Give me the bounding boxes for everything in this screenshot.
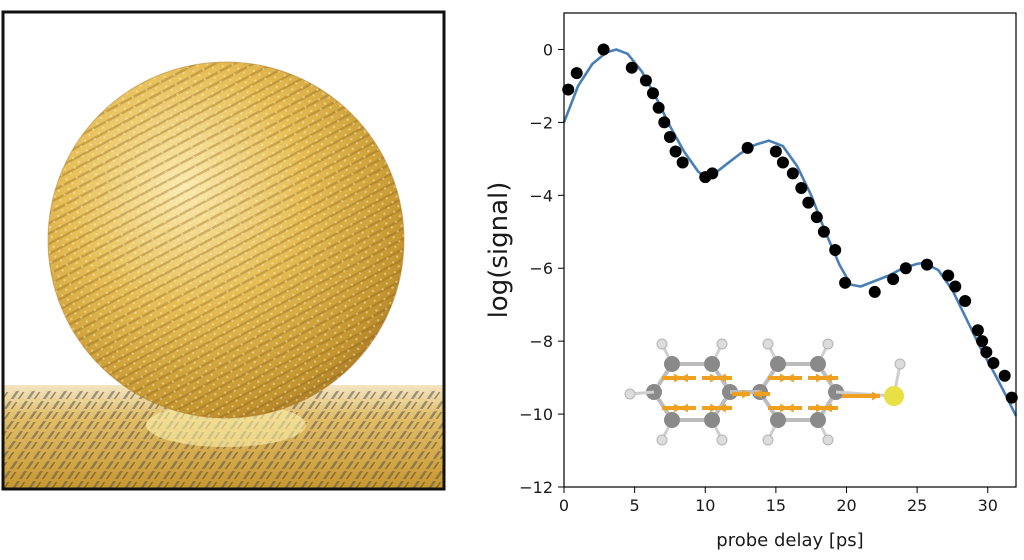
data-point [570,67,583,80]
charge-arrow-head [786,373,794,383]
charge-arrow-head [718,403,726,413]
data-point [652,101,665,114]
data-point [942,269,955,282]
data-point [625,61,638,74]
charge-arrow-head [718,373,726,383]
data-point [987,357,1000,370]
data-point [658,116,671,129]
plot-frame [563,12,1017,488]
hydrogen-atom [656,338,668,350]
carbon-atom [770,412,786,428]
y-tick-label: 0 [543,40,553,59]
data-point [829,244,842,256]
charge-arrow-head [754,389,762,399]
data-point [706,167,719,180]
charge-arrow-head [780,373,788,383]
y-axis-title: log(signal) [484,182,514,319]
data-point [899,262,912,275]
data-point [663,130,676,143]
data-point [1005,391,1018,404]
x-tick-label: 20 [836,496,856,515]
carbon-atom [810,356,826,372]
data-point [887,273,900,286]
signal-decay-chart: 0 5 10 15 20 25 30 0 −2 −4 −6 −8 −10 −12 probe delay … [484,12,1018,551]
x-tick-label: 25 [907,496,927,515]
charge-arrow-head [816,373,824,383]
charge-arrow-head [710,373,718,383]
charge-arrow-head [824,373,832,383]
fit-curve [562,48,1018,417]
hydrogen-atom [716,338,728,350]
hydrogen-atom [762,338,774,350]
x-tick-label: 30 [978,496,998,515]
data-point [839,276,852,289]
hydrogen-atom [656,434,668,446]
carbon-atom [664,412,680,428]
charge-arrow-head [824,403,832,413]
charge-arrow-head [674,403,682,413]
data-point [795,182,808,195]
charge-arrow-head [816,403,824,413]
data-point [817,225,830,238]
hydrogen-atom [894,358,906,370]
hydrogen-atom [762,434,774,446]
data-point [921,258,934,271]
x-tick-label: 15 [766,496,786,515]
charge-arrow-head [680,373,688,383]
data-point [971,324,984,337]
x-tick-label: 5 [630,496,640,515]
charge-arrow-head [742,389,750,399]
hydrogen-atom [822,338,834,350]
data-point [949,280,962,293]
hydrogen-atom [822,434,834,446]
data-point [802,196,815,209]
data-point [741,141,754,154]
data-point [639,74,652,87]
carbon-atom [770,356,786,372]
data-point [597,43,610,56]
data-point [769,145,782,158]
data-point [676,156,689,169]
data-point [980,346,993,359]
data-point [810,211,823,224]
data-point [646,87,659,100]
x-tick-label: 10 [695,496,715,515]
y-tick-label: −12 [519,478,553,497]
molecule-inset [615,318,906,466]
nanoparticle-illustration [0,0,450,500]
data-point [786,167,799,180]
y-tick-label: −4 [529,186,553,205]
charge-arrow-head [680,403,688,413]
sulfur-atom [884,386,904,406]
charge-arrow-head [780,403,788,413]
gold-nanoparticle [47,61,405,419]
y-tick-label: −6 [529,259,553,278]
data-point [998,369,1011,382]
y-tick-label: −10 [519,405,553,424]
data-point [868,285,881,298]
charge-arrow-head [710,403,718,413]
carbon-atom [704,412,720,428]
carbon-atom [664,356,680,372]
hydrogen-atom [624,388,636,400]
carbon-atom [810,412,826,428]
charge-arrow-head [786,403,794,413]
x-axis-title: probe delay [ps] [716,530,863,551]
charge-arrow-head [872,391,880,401]
carbon-atom [704,356,720,372]
charge-arrow-head [674,373,682,383]
data-point [669,145,682,158]
data-point [976,335,989,348]
hydrogen-atom [716,434,728,446]
x-tick-label: 0 [559,496,569,515]
y-tick-label: −8 [529,332,553,351]
data-point [959,295,972,308]
y-tick-label: −2 [529,113,553,132]
data-point [562,83,575,96]
data-point [776,156,789,169]
